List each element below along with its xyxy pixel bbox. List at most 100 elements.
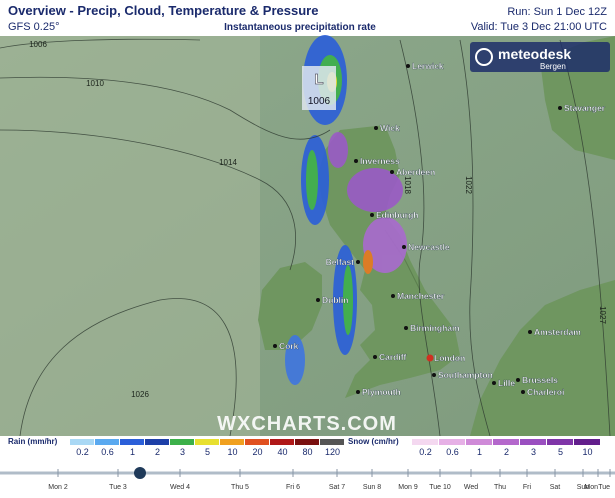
snow-value: 10 <box>582 447 592 457</box>
rain-swatch <box>95 439 119 445</box>
city-dot <box>558 106 562 110</box>
rain-value: 3 <box>180 447 185 457</box>
isobar-label: 1006 <box>29 40 47 49</box>
watermark: WXCHARTS.COM <box>217 413 397 435</box>
city-dot <box>404 326 408 330</box>
isobar-label: 1018 <box>403 176 412 194</box>
logo-name: meteodesk <box>498 46 571 62</box>
rain-value: 0.6 <box>101 447 114 457</box>
rain-value: 0.2 <box>76 447 89 457</box>
city-label: Brussels <box>522 375 558 385</box>
city-label: Edinburgh <box>376 210 419 220</box>
timeline-day[interactable]: Tue 3 <box>109 484 127 491</box>
run-time: Run: Sun 1 Dec 12Z <box>507 6 607 18</box>
city-dot <box>426 354 434 362</box>
city-label: Dublin <box>322 295 348 305</box>
rain-core <box>306 150 318 210</box>
title: Overview - Precip, Cloud, Temperature & … <box>8 3 318 18</box>
rain-swatch <box>145 439 169 445</box>
low-symbol: L <box>314 71 323 88</box>
rain-peak <box>363 250 373 274</box>
timeline-day[interactable]: Sun <box>577 484 590 491</box>
timeline-day[interactable]: Sun 8 <box>363 484 381 491</box>
land-ireland <box>258 262 322 350</box>
city-dot <box>406 64 410 68</box>
timeline-day[interactable]: Thu 5 <box>231 484 249 491</box>
rain-value: 1 <box>130 447 135 457</box>
city-dot <box>356 260 360 264</box>
isobar-line <box>0 129 296 271</box>
timeline-day[interactable]: Wed <box>464 484 478 491</box>
city-label: Aberdeen <box>396 167 435 177</box>
isobar-line <box>559 39 611 437</box>
timeline-day[interactable]: Mon <box>584 484 598 491</box>
isobar-label: 1022 <box>464 176 473 194</box>
city-dot <box>528 330 532 334</box>
city-label: Southampton <box>438 370 493 380</box>
city-label: Inverness <box>360 156 400 166</box>
city-label: Wick <box>380 123 400 133</box>
city-label: Cardiff <box>379 352 407 362</box>
timeline-day[interactable]: Thu <box>494 484 506 491</box>
rain-swatch <box>170 439 194 445</box>
snow-value: 1 <box>477 447 482 457</box>
rain-core <box>343 265 353 335</box>
rain-value: 80 <box>302 447 312 457</box>
timeline-day[interactable]: Mon 2 <box>48 484 68 491</box>
timeline-day[interactable]: Sat <box>550 484 561 491</box>
timeline-day[interactable]: Tue 10 <box>429 484 451 491</box>
land-europe <box>470 280 615 436</box>
isobar-line <box>399 39 441 437</box>
city-label: Charleroi <box>527 387 564 397</box>
snow-area <box>363 217 407 273</box>
logo-icon <box>475 48 493 66</box>
snow-value: 3 <box>531 447 536 457</box>
snow-swatch <box>412 439 438 445</box>
city-label: Lille <box>498 378 515 388</box>
rain-value: 5 <box>205 447 210 457</box>
timeline-day[interactable]: Mon 9 <box>398 484 418 491</box>
snow-swatch <box>493 439 519 445</box>
city-label: Cork <box>279 341 299 351</box>
snow-swatch <box>439 439 465 445</box>
timeline-day[interactable]: Fri <box>523 484 532 491</box>
city-dot <box>521 390 525 394</box>
snow-legend-label: Snow (cm/hr) <box>348 437 399 446</box>
city-label: Lerwick <box>412 61 444 71</box>
snow-area <box>328 132 348 168</box>
city-label: Amsterdam <box>534 327 581 337</box>
isobar-label: 1026 <box>131 390 149 399</box>
city-dot <box>492 381 496 385</box>
city-dot <box>374 126 378 130</box>
isobar-line <box>0 38 201 49</box>
city-dot <box>316 298 320 302</box>
rain-swatch <box>70 439 94 445</box>
city-dot <box>516 378 520 382</box>
snow-value: 5 <box>558 447 563 457</box>
logo-sub: Bergen <box>540 62 566 71</box>
timeline-handle[interactable] <box>134 467 146 479</box>
isobar-line <box>19 298 237 437</box>
rain-swatch <box>195 439 219 445</box>
rain-band <box>285 335 305 385</box>
city-dot <box>391 294 395 298</box>
low-box <box>302 66 336 110</box>
timeline-day[interactable]: Wed 4 <box>170 484 190 491</box>
city-label: Manchester <box>397 291 445 301</box>
rain-value: 40 <box>277 447 287 457</box>
timeline-day[interactable]: Sat 7 <box>329 484 345 491</box>
city-dot <box>273 344 277 348</box>
timeline-day[interactable]: Tue <box>598 484 610 491</box>
rain-value: 10 <box>227 447 237 457</box>
snow-swatch <box>547 439 573 445</box>
snow-swatch <box>574 439 600 445</box>
snow-value: 0.2 <box>419 447 432 457</box>
rain-swatch <box>320 439 344 445</box>
model: GFS 0.25° <box>8 21 59 33</box>
rain-swatch <box>245 439 269 445</box>
isobar-line <box>459 39 491 437</box>
rain-swatch <box>270 439 294 445</box>
timeline-day[interactable]: Fri 6 <box>286 484 300 491</box>
